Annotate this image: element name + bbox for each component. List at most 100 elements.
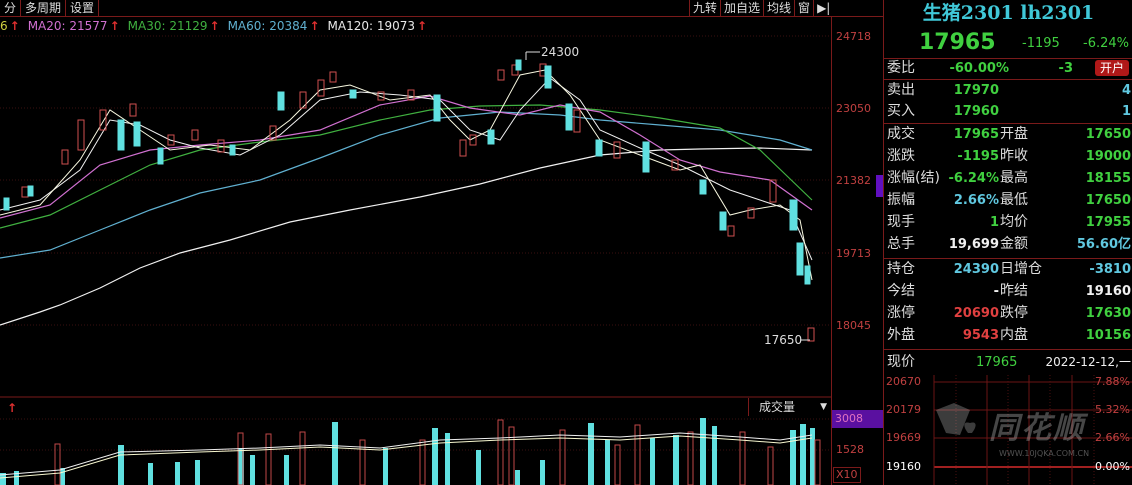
now-price: 17965 bbox=[976, 355, 1018, 370]
stat-label: 金额 bbox=[1000, 236, 1028, 252]
stat-row: 涨停 20690 跌停 17630 bbox=[884, 303, 1132, 324]
low-annotation: 17650 bbox=[764, 333, 803, 347]
price-change: -1195 bbox=[1022, 36, 1060, 51]
stat-value: 20690 bbox=[953, 306, 999, 321]
sell-price: 17970 bbox=[953, 83, 999, 98]
stat-value: 9543 bbox=[962, 328, 999, 343]
axis-divider bbox=[831, 17, 832, 485]
stat-value: 19160 bbox=[1085, 284, 1131, 299]
stat-value: 1 bbox=[989, 215, 999, 230]
now-date: 2022-12-12,一 bbox=[1045, 355, 1131, 369]
mini-pct-tick: 5.32% bbox=[1095, 403, 1130, 416]
buy-row: 买入 17960 1 bbox=[884, 101, 1132, 122]
collapse-panel-icon[interactable]: ▶| bbox=[813, 0, 833, 16]
ma-legend: 6 ↑ MA20: 21577 ↑ MA30: 21129 ↑ MA60: 20384… bbox=[0, 18, 435, 34]
kline-panel: 分 多周期 设置 九转 加自选 均线 窗 ▶| 6 ↑ MA20: 21577 ↑ … bbox=[0, 0, 883, 485]
stat-value: -3810 bbox=[1089, 262, 1131, 277]
up-arrow-icon: ↑ bbox=[109, 19, 120, 33]
divider bbox=[884, 58, 1132, 59]
settings-button[interactable]: 设置 bbox=[66, 0, 100, 16]
stat-label: 均价 bbox=[1000, 214, 1028, 230]
stat-value: 56.60亿 bbox=[1076, 237, 1131, 252]
divider bbox=[884, 258, 1132, 259]
nine-turn-button[interactable]: 九转 bbox=[689, 0, 720, 16]
mini-price-tick: 19160 bbox=[886, 460, 921, 473]
stat-label: 最低 bbox=[1000, 192, 1028, 208]
stat-value: 17650 bbox=[1085, 193, 1131, 208]
mini-price-tick: 20179 bbox=[886, 403, 921, 416]
candlestick-chart[interactable]: ↑ bbox=[0, 0, 831, 485]
stat-value: - bbox=[993, 284, 999, 299]
sell-label: 卖出 bbox=[887, 82, 915, 98]
divider bbox=[884, 123, 1132, 124]
instrument-title: 生猪2301 lh2301 bbox=[922, 2, 1095, 24]
add-watchlist-button[interactable]: 加自选 bbox=[720, 0, 763, 16]
dropdown-caret-icon: ▼ bbox=[820, 402, 827, 412]
stat-row: 今结 - 昨结 19160 bbox=[884, 281, 1132, 302]
candles bbox=[3, 59, 815, 342]
stat-value: 17965 bbox=[953, 127, 999, 142]
ma-legend-ma10: 6 bbox=[0, 19, 8, 33]
stat-label: 跌停 bbox=[1000, 305, 1028, 321]
volume-indicator-select[interactable]: 成交量 ▼ bbox=[748, 398, 831, 416]
watermark-url: WWW.10JQKA.COM.CN bbox=[999, 449, 1090, 458]
up-arrow-icon: ↑ bbox=[209, 19, 220, 33]
weibi-row: 委比 -60.00% -3 开户 bbox=[884, 58, 1132, 79]
price-tick: 24718 bbox=[836, 30, 871, 43]
divider bbox=[884, 349, 1132, 350]
buy-label: 买入 bbox=[887, 103, 915, 119]
toolbar-right: 九转 加自选 均线 窗 ▶| bbox=[689, 0, 833, 16]
stat-value: 2.66% bbox=[953, 193, 999, 208]
high-annotation: 24300 bbox=[541, 45, 580, 59]
volume-unit: X10 bbox=[833, 467, 861, 483]
watermark-text: 同花顺 bbox=[989, 411, 1085, 446]
stat-label: 振幅 bbox=[887, 192, 915, 208]
stat-row: 现手 1 均价 17955 bbox=[884, 212, 1132, 233]
volume-tick: 1528 bbox=[836, 443, 864, 456]
stat-label: 最高 bbox=[1000, 170, 1028, 186]
window-button[interactable]: 窗 bbox=[794, 0, 813, 16]
stat-value: 19000 bbox=[1085, 149, 1131, 164]
multi-period-button[interactable]: 多周期 bbox=[21, 0, 67, 16]
stat-row: 振幅 2.66% 最低 17650 bbox=[884, 190, 1132, 211]
period-minute-button[interactable]: 分 bbox=[0, 0, 22, 16]
stat-value: 18155 bbox=[1085, 171, 1131, 186]
toolbar-left: 分 多周期 设置 bbox=[0, 0, 100, 16]
stat-label: 昨结 bbox=[1000, 283, 1028, 299]
stat-label: 外盘 bbox=[887, 327, 915, 343]
mini-pct-tick: 7.88% bbox=[1095, 375, 1130, 388]
stat-row: 持仓 24390 日增仓 -3810 bbox=[884, 259, 1132, 280]
stat-value: -6.24% bbox=[948, 171, 1000, 186]
ma-lines-button[interactable]: 均线 bbox=[763, 0, 794, 16]
stat-label: 昨收 bbox=[1000, 148, 1028, 164]
mini-pct-tick: 0.00% bbox=[1095, 460, 1130, 473]
open-account-button[interactable]: 开户 bbox=[1094, 60, 1129, 76]
stat-row: 总手 19,699 金额 56.60亿 bbox=[884, 234, 1132, 255]
stat-label: 成交 bbox=[887, 126, 915, 142]
buy-qty: 1 bbox=[1121, 104, 1131, 119]
weibi-label: 委比 bbox=[887, 60, 915, 76]
stat-row: 外盘 9543 内盘 10156 bbox=[884, 325, 1132, 346]
last-price: 17965 bbox=[919, 30, 996, 55]
divider bbox=[884, 79, 1132, 80]
price-summary: 17965 -1195 -6.24% bbox=[884, 30, 1132, 56]
price-tick: 21382 bbox=[836, 174, 871, 187]
scroll-indicator[interactable] bbox=[876, 175, 883, 197]
now-label: 现价 bbox=[887, 354, 915, 370]
ma-legend-ma20: MA20: 21577 bbox=[27, 19, 108, 33]
mini-pct-tick: 2.66% bbox=[1095, 431, 1130, 444]
stat-row: 成交 17965 开盘 17650 bbox=[884, 124, 1132, 145]
intraday-mini-chart[interactable]: 20670 20179 19669 19160 7.88% 5.32% 2.66… bbox=[884, 375, 1132, 485]
ma-legend-ma30: MA30: 21129 bbox=[127, 19, 208, 33]
ma-legend-ma60: MA60: 20384 bbox=[227, 19, 308, 33]
stat-value: 17955 bbox=[1085, 215, 1131, 230]
stat-label: 持仓 bbox=[887, 261, 915, 277]
buy-price: 17960 bbox=[953, 104, 999, 119]
now-price-row: 现价 17965 2022-12-12,一 bbox=[884, 352, 1132, 373]
price-tick: 18045 bbox=[836, 319, 871, 332]
divider bbox=[0, 16, 883, 17]
up-arrow-icon: ↑ bbox=[9, 19, 20, 33]
mini-price-tick: 20670 bbox=[886, 375, 921, 388]
stat-label: 内盘 bbox=[1000, 327, 1028, 343]
stat-label: 今结 bbox=[887, 283, 915, 299]
